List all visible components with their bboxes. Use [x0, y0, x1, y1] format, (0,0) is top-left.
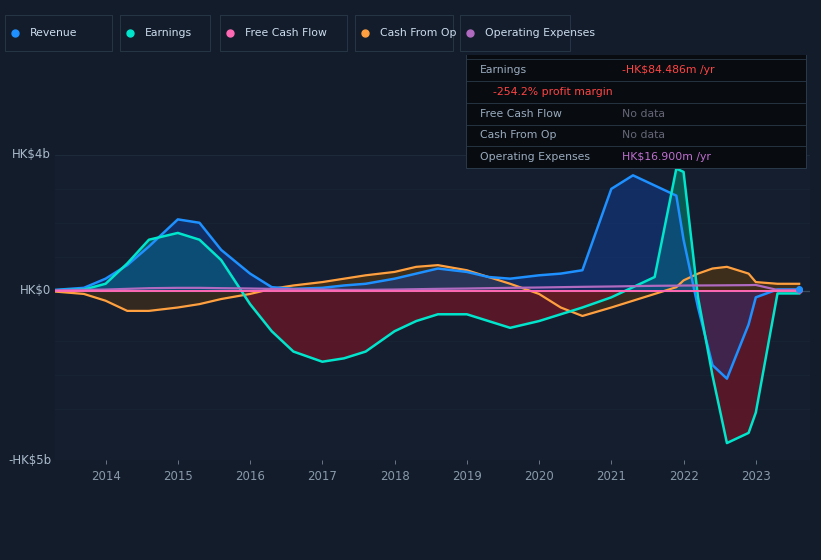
Text: Revenue: Revenue — [479, 44, 527, 54]
Text: Dec 31 2023: Dec 31 2023 — [479, 20, 562, 34]
Text: -254.2% profit margin: -254.2% profit margin — [493, 87, 612, 97]
Text: Earnings: Earnings — [144, 27, 192, 38]
Text: Cash From Op: Cash From Op — [479, 130, 556, 141]
Text: Operating Expenses: Operating Expenses — [484, 27, 594, 38]
Text: -HK$5b: -HK$5b — [8, 454, 51, 466]
Text: -HK$84.486m /yr: -HK$84.486m /yr — [622, 66, 715, 75]
Text: Operating Expenses: Operating Expenses — [479, 152, 589, 162]
Text: No data: No data — [622, 109, 665, 119]
Text: Earnings: Earnings — [479, 66, 527, 75]
Text: Free Cash Flow: Free Cash Flow — [245, 27, 327, 38]
Text: HK$0: HK$0 — [20, 284, 51, 297]
Text: HK$33.241m /yr: HK$33.241m /yr — [622, 44, 711, 54]
Text: Free Cash Flow: Free Cash Flow — [479, 109, 562, 119]
Text: Cash From Op: Cash From Op — [379, 27, 456, 38]
Text: HK$4b: HK$4b — [12, 148, 51, 161]
Text: HK$16.900m /yr: HK$16.900m /yr — [622, 152, 711, 162]
Text: No data: No data — [622, 130, 665, 141]
Text: Revenue: Revenue — [30, 27, 77, 38]
